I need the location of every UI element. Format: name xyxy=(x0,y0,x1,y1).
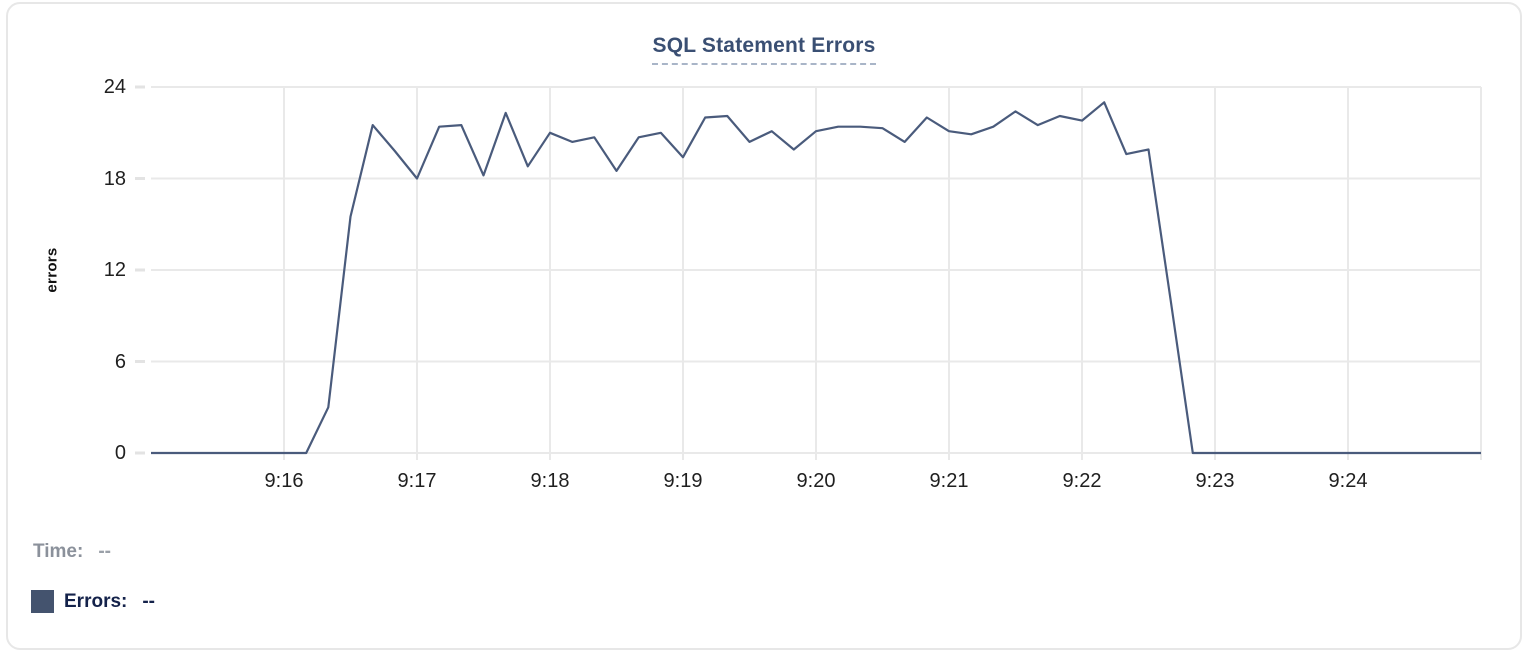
y-tick-label: 12 xyxy=(103,259,126,281)
chart-card: SQL Statement Errors errors 0 6 12 18 24 9:1… xyxy=(6,2,1522,650)
x-tick-label: 9:16 xyxy=(264,470,304,492)
chart-header: SQL Statement Errors xyxy=(8,34,1520,65)
errors-value: -- xyxy=(142,590,156,612)
line-chart-plot-area[interactable] xyxy=(8,4,1528,656)
errors-legend-swatch xyxy=(31,590,54,613)
hover-readout-time: Time: -- xyxy=(33,541,111,563)
chart-title[interactable]: SQL Statement Errors xyxy=(652,34,876,65)
x-tick-label: 9:23 xyxy=(1195,470,1235,492)
x-tick-label: 9:22 xyxy=(1062,470,1102,492)
hover-readout-errors: Errors: -- xyxy=(31,590,155,613)
x-tick-label: 9:21 xyxy=(929,470,969,492)
x-tick-label: 9:24 xyxy=(1328,470,1368,492)
y-tick-label: 0 xyxy=(114,442,126,464)
time-value: -- xyxy=(98,541,111,562)
time-label: Time: xyxy=(33,541,84,562)
x-tick-label: 9:20 xyxy=(796,470,836,492)
y-tick-label: 6 xyxy=(114,350,126,373)
errors-series-line xyxy=(151,101,1481,455)
x-tick-label: 9:19 xyxy=(663,470,703,492)
y-tick-label: 24 xyxy=(103,76,126,98)
x-tick-label: 9:18 xyxy=(530,470,570,492)
errors-label: Errors: xyxy=(64,590,128,612)
x-tick-label: 9:17 xyxy=(397,470,437,492)
y-tick-label: 18 xyxy=(103,167,126,190)
